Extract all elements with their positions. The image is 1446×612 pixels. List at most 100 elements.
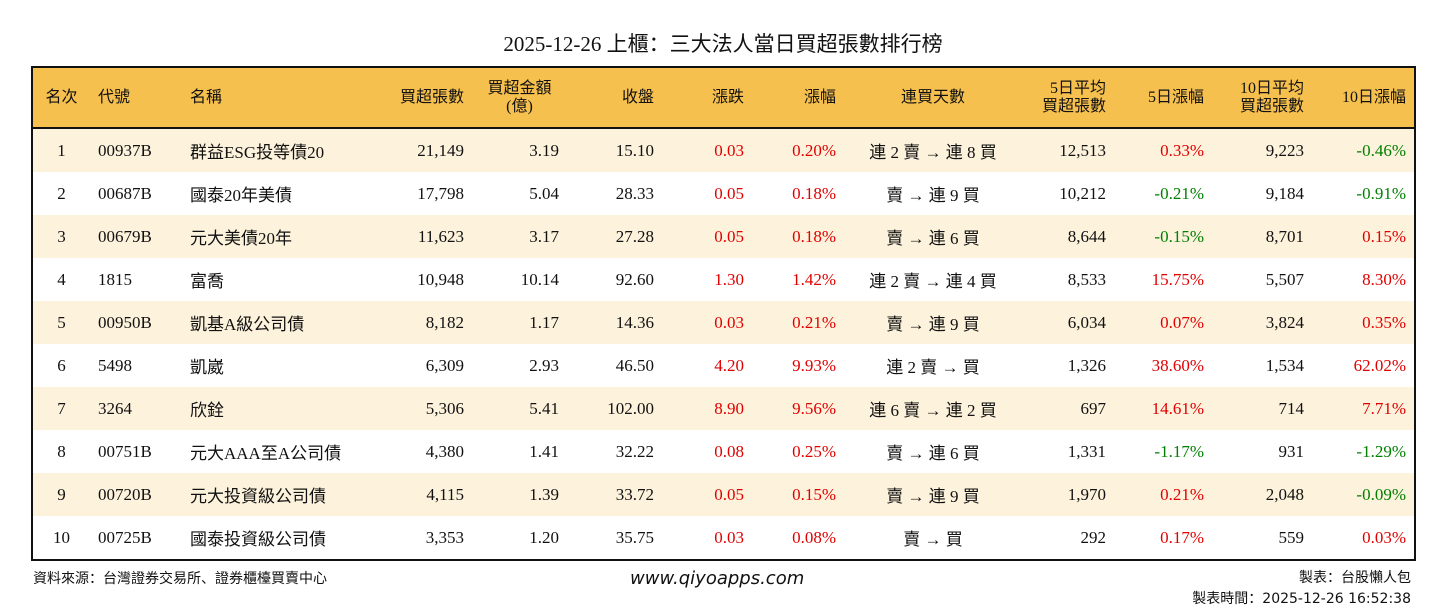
cell-code: 00679B [98, 226, 152, 246]
cell-rank: 4 [57, 269, 66, 289]
cell-change: 1.30 [714, 269, 744, 289]
cell-name: 凱崴 [190, 358, 224, 377]
header-label: (億) [506, 97, 533, 115]
author: 製表：台股懶人包 [1299, 570, 1411, 586]
cell-consecutive-days: 賣 → 連 9 買 [886, 186, 980, 205]
cell-change: 8.90 [714, 398, 744, 418]
header-label: 連買天數 [900, 88, 965, 106]
cell-name: 元大投資級公司債 [190, 487, 326, 506]
cell-change: 4.20 [714, 355, 744, 375]
header-consecutive-days: 連買天數 [844, 68, 1022, 128]
cell-close: 28.33 [615, 183, 654, 203]
cell-avg5-lots: 292 [1080, 527, 1107, 547]
cell-avg5-lots: 1,331 [1067, 441, 1106, 461]
cell-change5-pct: -0.15% [1154, 226, 1204, 246]
cell-net-buy-lots: 17,798 [417, 183, 464, 203]
cell-net-buy-lots: 21,149 [417, 140, 464, 160]
cell-net-buy-lots: 8,182 [425, 312, 464, 332]
cell-avg10-lots: 8,701 [1265, 226, 1304, 246]
table-row: 5 00950B 凱基A級公司債 8,182 1.17 14.36 0.03 0.21% 賣 →… [33, 301, 1414, 344]
cell-net-buy-amount: 5.41 [529, 398, 559, 418]
cell-avg5-lots: 1,970 [1067, 484, 1106, 504]
cell-avg10-lots: 1,534 [1265, 355, 1304, 375]
cell-avg10-lots: 3,824 [1265, 312, 1304, 332]
cell-change-pct: 0.08% [792, 527, 836, 547]
cell-net-buy-amount: 1.39 [529, 484, 559, 504]
cell-name: 國泰20年美債 [190, 186, 292, 205]
cell-close: 46.50 [615, 355, 654, 375]
cell-net-buy-amount: 2.93 [529, 355, 559, 375]
cell-rank: 5 [57, 312, 66, 332]
header-avg10-lots: 10日平均 買超張數 [1212, 68, 1312, 128]
header-net-buy-lots: 買超張數 [382, 68, 472, 128]
cell-rank: 10 [53, 527, 70, 547]
footer-credits: 製表：台股懶人包 製表時間：2025-12-26 16:52:38 [1192, 568, 1411, 610]
cell-change10-pct: -0.09% [1356, 484, 1406, 504]
cell-change5-pct: 0.17% [1160, 527, 1204, 547]
cell-rank: 8 [57, 441, 66, 461]
header-change10-pct: 10日漲幅 [1312, 68, 1414, 128]
header-change-pct: 漲幅 [752, 68, 844, 128]
table-row: 6 5498 凱崴 6,309 2.93 46.50 4.20 9.93% 連 2 賣 → 買 1… [33, 344, 1414, 387]
page-title: 2025-12-26 上櫃：三大法人當日買超張數排行榜 [503, 32, 943, 56]
cell-net-buy-amount: 1.17 [529, 312, 559, 332]
cell-close: 32.22 [615, 441, 654, 461]
cell-net-buy-amount: 3.17 [529, 226, 559, 246]
website-link[interactable]: www.qiyoapps.com [630, 568, 805, 589]
cell-change-pct: 0.20% [792, 140, 836, 160]
cell-net-buy-lots: 6,309 [425, 355, 464, 375]
cell-code: 1815 [98, 269, 132, 289]
cell-name: 群益ESG投等債20 [190, 143, 325, 162]
timestamp: 製表時間：2025-12-26 16:52:38 [1192, 591, 1411, 607]
cell-change5-pct: -0.21% [1154, 183, 1204, 203]
table-row: 2 00687B 國泰20年美債 17,798 5.04 28.33 0.05 0.18% 賣 … [33, 172, 1414, 215]
table-row: 7 3264 欣銓 5,306 5.41 102.00 8.90 9.56% 連 6 賣 → 連… [33, 387, 1414, 430]
header-label: 名次 [45, 88, 78, 106]
cell-avg10-lots: 931 [1278, 441, 1305, 461]
cell-net-buy-lots: 4,380 [425, 441, 464, 461]
cell-change: 0.05 [714, 183, 744, 203]
cell-close: 33.72 [615, 484, 654, 504]
cell-change10-pct: 8.30% [1362, 269, 1406, 289]
cell-close: 102.00 [607, 398, 654, 418]
cell-avg5-lots: 8,644 [1067, 226, 1106, 246]
cell-net-buy-lots: 10,948 [417, 269, 464, 289]
cell-change: 0.08 [714, 441, 744, 461]
cell-avg10-lots: 5,507 [1265, 269, 1304, 289]
cell-avg10-lots: 2,048 [1265, 484, 1304, 504]
cell-code: 00937B [98, 140, 152, 160]
header-label: 買超張數 [1041, 97, 1106, 115]
cell-rank: 3 [57, 226, 66, 246]
cell-code: 5498 [98, 355, 132, 375]
table-row: 10 00725B 國泰投資級公司債 3,353 1.20 35.75 0.03 0.08% 賣… [33, 516, 1414, 559]
cell-change-pct: 9.56% [792, 398, 836, 418]
header-label: 5日漲幅 [1147, 88, 1204, 106]
cell-change10-pct: -0.91% [1356, 183, 1406, 203]
header-label: 5日平均 [1049, 79, 1106, 97]
cell-consecutive-days: 賣 → 連 9 買 [886, 487, 980, 506]
cell-consecutive-days: 賣 → 連 9 買 [886, 315, 980, 334]
cell-change5-pct: -1.17% [1154, 441, 1204, 461]
cell-consecutive-days: 賣 → 連 6 買 [886, 229, 980, 248]
header-close: 收盤 [567, 68, 662, 128]
cell-avg5-lots: 8,533 [1067, 269, 1106, 289]
cell-change: 0.03 [714, 312, 744, 332]
cell-code: 00687B [98, 183, 152, 203]
cell-close: 15.10 [615, 140, 654, 160]
cell-change10-pct: 0.15% [1362, 226, 1406, 246]
header-label: 名稱 [190, 88, 223, 106]
cell-net-buy-amount: 10.14 [520, 269, 559, 289]
header-code: 代號 [90, 68, 182, 128]
cell-net-buy-amount: 5.04 [529, 183, 559, 203]
cell-avg5-lots: 6,034 [1067, 312, 1106, 332]
cell-net-buy-lots: 5,306 [425, 398, 464, 418]
header-label: 漲幅 [803, 88, 836, 106]
cell-net-buy-lots: 11,623 [417, 226, 464, 246]
cell-change: 0.05 [714, 226, 744, 246]
cell-name: 欣銓 [190, 401, 224, 420]
cell-rank: 1 [57, 140, 66, 160]
cell-change-pct: 0.18% [792, 183, 836, 203]
cell-net-buy-amount: 1.20 [529, 527, 559, 547]
cell-change5-pct: 0.33% [1160, 140, 1204, 160]
cell-net-buy-amount: 1.41 [529, 441, 559, 461]
